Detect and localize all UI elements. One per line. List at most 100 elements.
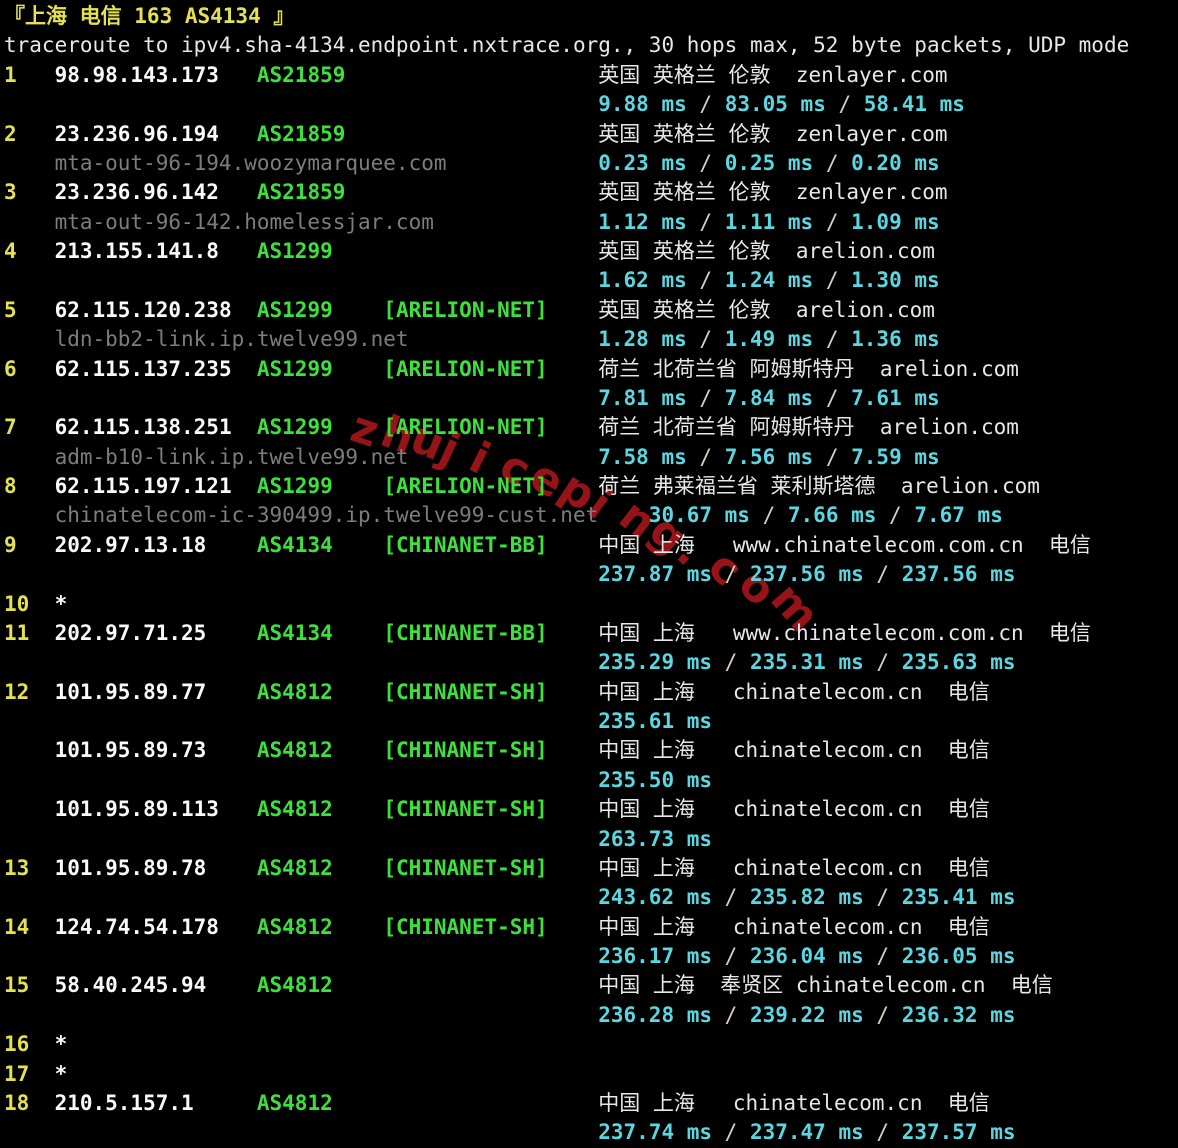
hop-row: 16 * xyxy=(4,1030,1178,1059)
hop-row: 1 98.98.143.173 AS21859 英国 英格兰 伦敦 zenlay… xyxy=(4,61,1178,90)
hop-geo: 英国 英格兰 伦敦 zenlayer.com xyxy=(598,62,948,87)
hop-ip: 101.95.89.77 xyxy=(54,679,257,704)
hop-ip: 202.97.71.25 xyxy=(54,620,257,645)
hop-asn-tag xyxy=(383,973,598,997)
hop-number: 8 xyxy=(4,474,55,498)
hop-ip: 98.98.143.173 xyxy=(54,62,257,87)
hop-hostname xyxy=(4,386,598,410)
hop-latency-value: 30.67 ms xyxy=(648,503,750,528)
hop-latency-value: 239.22 ms xyxy=(749,1002,864,1027)
hop-latency-value: 1.11 ms xyxy=(724,209,814,234)
hop-detail-row: 243.62 ms / 235.82 ms / 235.41 ms xyxy=(4,883,1178,912)
hop-number: 4 xyxy=(4,239,55,263)
hop-asn-tag xyxy=(383,1091,598,1115)
hop-detail-row: 237.74 ms / 237.47 ms / 237.57 ms xyxy=(4,1118,1178,1147)
hop-geo: 中国 上海 www.chinatelecom.com.cn 电信 xyxy=(598,620,1091,645)
hop-timeout-star: * xyxy=(54,591,68,616)
hop-asn-tag: [ARELION-NET] xyxy=(383,356,599,381)
hop-hostname xyxy=(4,827,598,851)
hop-ip: 101.95.89.78 xyxy=(54,855,257,880)
latency-separator: / xyxy=(686,92,725,117)
hop-hostname xyxy=(4,650,598,674)
hop-ip: 62.115.137.235 xyxy=(54,356,257,381)
hop-ip: 202.97.13.18 xyxy=(54,532,257,557)
hop-latency-value: 1.28 ms xyxy=(598,327,687,352)
hop-asn: AS21859 xyxy=(256,180,384,205)
hop-asn-tag: [CHINANET-BB] xyxy=(383,620,599,645)
latency-separator: / xyxy=(813,444,852,469)
hop-latency-value: 235.82 ms xyxy=(749,885,864,910)
hop-number: 13 xyxy=(4,855,55,880)
hop-asn: AS1299 xyxy=(256,297,384,322)
hop-latency-value: 236.05 ms xyxy=(901,944,1016,968)
hop-number: 14 xyxy=(4,914,55,939)
hop-latency-value: 1.12 ms xyxy=(598,209,687,234)
hop-asn-tag: [CHINANET-SH] xyxy=(383,914,599,939)
hop-number: 12 xyxy=(4,679,55,704)
hop-row: 14 124.74.54.178 AS4812 [CHINANET-SH] 中国… xyxy=(4,913,1178,942)
hop-number: 3 xyxy=(4,180,55,205)
hop-row: 7 62.115.138.251 AS1299 [ARELION-NET] 荷兰… xyxy=(4,413,1178,442)
hop-ip: 101.95.89.113 xyxy=(54,797,257,822)
hop-latency-value: 7.66 ms xyxy=(787,503,877,528)
latency-separator: / xyxy=(813,150,852,175)
hop-asn: AS21859 xyxy=(256,62,384,87)
latency-separator: / xyxy=(686,209,725,234)
hop-asn: AS4134 xyxy=(256,532,384,557)
hop-number: 2 xyxy=(4,121,55,146)
hop-hostname xyxy=(4,885,598,909)
latency-separator: / xyxy=(712,944,750,968)
hop-hostname xyxy=(4,709,598,733)
hop-asn-tag xyxy=(383,239,598,263)
hop-hostname xyxy=(4,944,598,968)
hop-row: 9 202.97.13.18 AS4134 [CHINANET-BB] 中国 上… xyxy=(4,531,1178,560)
hops-list: 1 98.98.143.173 AS21859 英国 英格兰 伦敦 zenlay… xyxy=(4,61,1178,1148)
hop-number: 17 xyxy=(4,1061,55,1086)
hop-row: 11 202.97.71.25 AS4134 [CHINANET-BB] 中国 … xyxy=(4,619,1178,648)
hop-asn-tag xyxy=(383,63,598,87)
hop-row: 12 101.95.89.77 AS4812 [CHINANET-SH] 中国 … xyxy=(4,678,1178,707)
hop-ip: 213.155.141.8 xyxy=(54,239,257,263)
hop-latency-value: 1.09 ms xyxy=(851,209,940,234)
hop-latency-value: 237.56 ms xyxy=(901,562,1016,587)
hop-ip: 62.115.120.238 xyxy=(54,297,257,322)
hop-ip: 210.5.157.1 xyxy=(54,1090,257,1115)
hop-ip: 23.236.96.194 xyxy=(54,121,257,146)
latency-separator: / xyxy=(712,562,750,587)
hop-asn: AS4812 xyxy=(256,797,384,822)
hop-latency-value: 7.56 ms xyxy=(724,444,814,469)
hop-geo: 中国 上海 奉贤区 chinatelecom.cn 电信 xyxy=(598,973,1053,998)
hop-row: 101.95.89.113 AS4812 [CHINANET-SH] 中国 上海… xyxy=(4,795,1178,824)
hop-row: 18 210.5.157.1 AS4812 中国 上海 chinatelecom… xyxy=(4,1089,1178,1118)
traceroute-command-text: traceroute to ipv4.sha-4134.endpoint.nxt… xyxy=(4,33,1130,58)
hop-latency-value: 235.31 ms xyxy=(749,650,864,675)
hop-hostname xyxy=(4,1003,598,1027)
hop-asn: AS1299 xyxy=(256,356,384,381)
latency-separator: / xyxy=(863,650,902,675)
hop-detail-row: 235.29 ms / 235.31 ms / 235.63 ms xyxy=(4,648,1178,677)
latency-separator: / xyxy=(749,503,788,528)
latency-separator: / xyxy=(863,562,902,587)
latency-separator: / xyxy=(686,268,725,293)
hop-geo: 中国 上海 chinatelecom.cn 电信 xyxy=(598,914,990,939)
hop-row: 6 62.115.137.235 AS1299 [ARELION-NET] 荷兰… xyxy=(4,355,1178,384)
hop-latency-value: 236.28 ms xyxy=(598,1002,713,1027)
hop-detail-row: ldn-bb2-link.ip.twelve99.net 1.28 ms / 1… xyxy=(4,325,1178,354)
hop-geo: 中国 上海 chinatelecom.cn 电信 xyxy=(598,1090,990,1115)
hop-number: 1 xyxy=(4,62,55,87)
hop-geo: 中国 上海 www.chinatelecom.com.cn 电信 xyxy=(598,532,1091,557)
hop-ip: 124.74.54.178 xyxy=(54,914,257,939)
hop-latency-value: 237.87 ms xyxy=(598,562,713,587)
hop-asn: AS1299 xyxy=(256,239,384,263)
hop-asn-tag: [CHINANET-SH] xyxy=(383,855,599,880)
latency-separator: / xyxy=(712,1002,750,1027)
latency-separator: / xyxy=(863,885,902,910)
hop-asn-tag: [ARELION-NET] xyxy=(383,474,599,498)
hop-timeout-star: * xyxy=(54,1032,68,1057)
hop-latency-value: 7.84 ms xyxy=(724,385,814,410)
traceroute-command-line: traceroute to ipv4.sha-4134.endpoint.nxt… xyxy=(4,31,1178,60)
hop-latency-value: 1.49 ms xyxy=(724,327,814,352)
hop-detail-row: adm-b10-link.ip.twelve99.net 7.58 ms / 7… xyxy=(4,443,1178,472)
hop-latency-value: 7.67 ms xyxy=(914,503,1003,528)
